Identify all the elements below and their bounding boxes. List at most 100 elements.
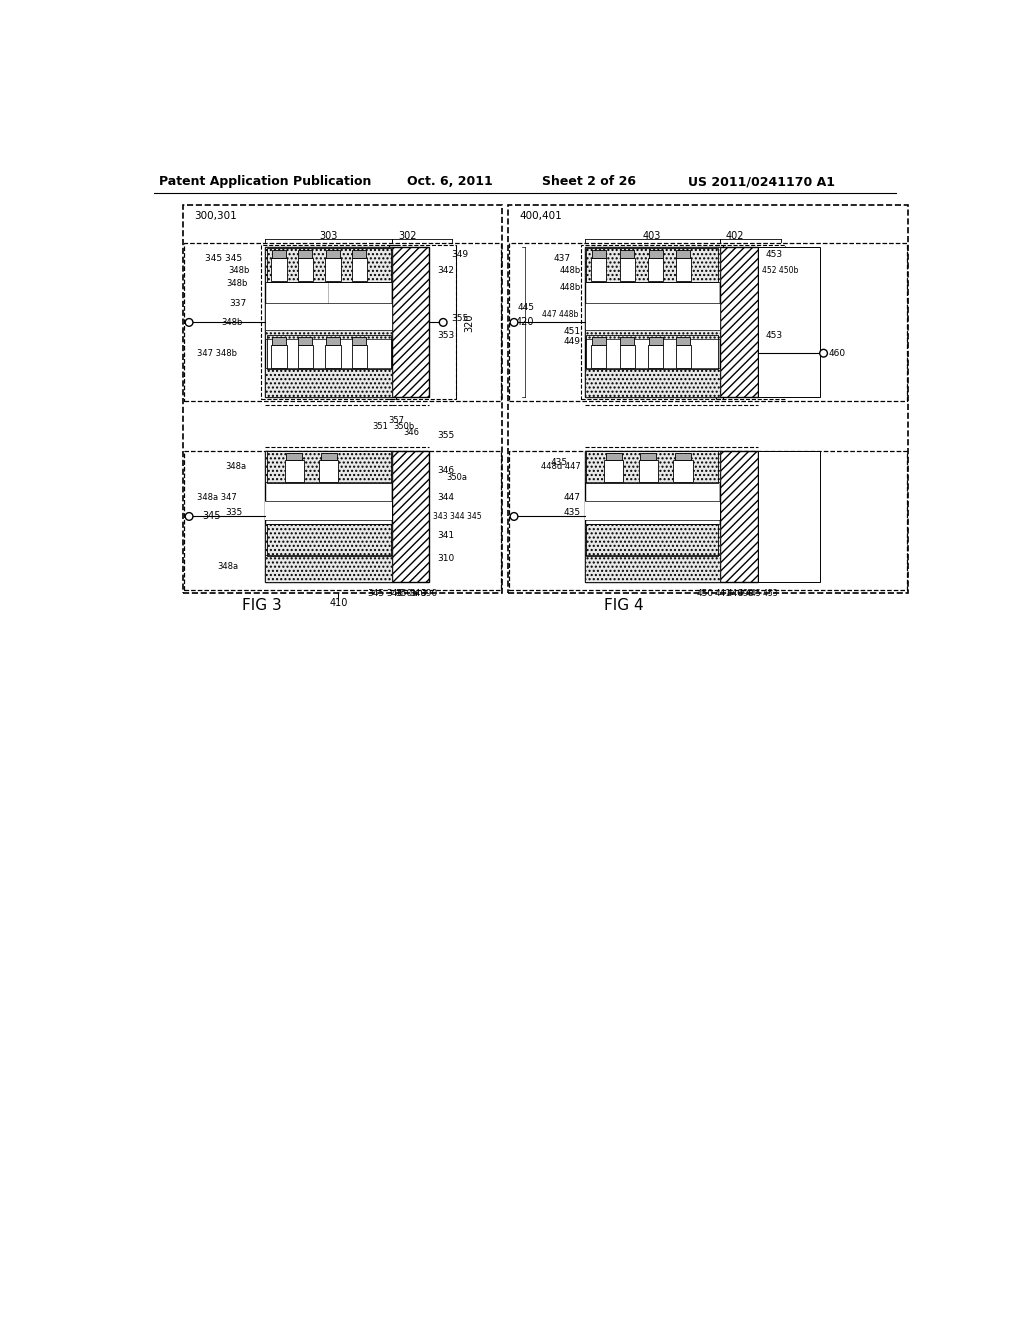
Circle shape [185,318,193,326]
Text: 452 450b: 452 450b [762,265,799,275]
Bar [392,247,429,397]
Bar [265,524,392,554]
Text: 453: 453 [766,331,783,341]
Bar [298,345,313,368]
Bar [648,257,664,281]
Bar [591,257,606,281]
Text: 302: 302 [398,231,417,242]
Text: 435: 435 [564,508,581,517]
Text: 340: 340 [410,589,426,598]
Bar [649,249,663,257]
Text: 348b: 348b [221,318,243,327]
Bar [352,249,367,257]
Bar [585,451,720,582]
Text: 420: 420 [515,317,535,327]
Text: Oct. 6, 2011: Oct. 6, 2011 [408,176,493,187]
Bar [605,453,622,461]
Text: 346: 346 [437,466,455,475]
Text: 310: 310 [437,554,455,564]
Bar [581,244,724,400]
Text: 437: 437 [554,253,571,263]
Text: 448b: 448b [560,265,581,275]
Circle shape [510,512,518,520]
Bar [585,247,720,281]
Text: 402: 402 [726,231,744,242]
Bar [326,249,340,257]
Circle shape [819,350,827,358]
Bar [388,244,457,400]
Bar [392,451,429,582]
Bar [585,305,720,339]
Bar [620,257,635,281]
Bar [272,249,286,257]
Text: 449: 449 [564,337,581,346]
Text: 447 448b: 447 448b [543,310,579,319]
Bar [319,461,339,482]
Text: 350b: 350b [393,422,415,430]
Bar [298,249,312,257]
Bar [675,453,691,461]
Text: 350a: 350a [446,474,467,482]
Text: 348a: 348a [217,562,239,572]
Text: 346: 346 [403,428,420,437]
Text: 445: 445 [517,302,535,312]
Bar [184,451,501,590]
Text: 400,401: 400,401 [519,211,562,222]
Text: 448b: 448b [560,284,581,292]
Bar [183,205,503,594]
Bar [265,368,392,397]
Text: 453: 453 [766,251,783,259]
Bar [352,337,367,345]
Bar [585,524,720,554]
Text: 348b: 348b [228,265,250,275]
Bar [620,345,635,368]
Bar [267,524,391,557]
Text: 346: 346 [386,589,403,598]
Bar [587,248,718,282]
Bar [509,451,906,590]
Bar [267,451,391,483]
Bar [265,304,392,330]
Circle shape [439,318,447,326]
Bar [321,453,337,461]
Bar [265,554,392,582]
Text: 390: 390 [421,589,438,598]
Text: 350a: 350a [395,589,418,598]
Text: 447: 447 [564,492,581,502]
Bar [585,451,720,482]
Text: 351: 351 [373,422,388,430]
Text: FIG 3: FIG 3 [242,598,282,612]
Bar [640,453,656,461]
Text: 345 345: 345 345 [205,253,243,263]
Bar [720,451,758,582]
Bar [639,461,658,482]
Text: 347 348b: 347 348b [197,348,237,358]
Text: US 2011/0241170 A1: US 2011/0241170 A1 [688,176,836,187]
Bar [591,345,606,368]
Bar [587,524,718,557]
Bar [585,554,720,582]
Bar [587,335,718,370]
Text: Patent Application Publication: Patent Application Publication [159,176,372,187]
Text: 345: 345 [368,589,385,598]
Text: 441: 441 [715,589,732,598]
Bar [585,304,720,330]
Text: 440: 440 [726,589,743,598]
Text: 349: 349 [451,251,468,259]
Bar [184,243,501,401]
Text: 342: 342 [437,265,454,275]
Text: 348b: 348b [226,280,248,288]
Text: 348a: 348a [225,462,246,471]
Text: 320: 320 [464,313,474,331]
Bar [271,345,287,368]
Bar [621,337,634,345]
Text: 355: 355 [437,432,455,440]
Text: 335: 335 [225,508,243,517]
Bar [585,247,720,397]
Bar [285,461,304,482]
Bar [265,247,392,397]
Text: 300,301: 300,301 [195,211,238,222]
Text: 341: 341 [437,531,455,540]
Bar [758,247,819,397]
Bar [674,461,692,482]
